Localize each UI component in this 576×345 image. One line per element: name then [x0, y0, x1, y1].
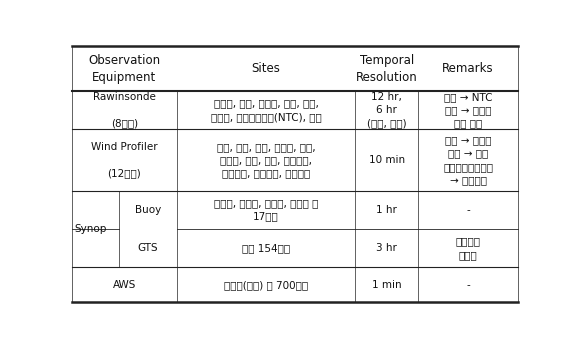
Text: Observation
Equipment: Observation Equipment [88, 53, 161, 83]
Text: Buoy: Buoy [135, 205, 161, 215]
Text: -: - [467, 205, 470, 215]
Text: GTS: GTS [138, 243, 158, 253]
Text: Remarks: Remarks [442, 62, 494, 75]
Text: 고산 → NTC
속초 → 북강릉
창원 추가: 고산 → NTC 속초 → 북강릉 창원 추가 [444, 92, 492, 128]
Text: Temporal
Resolution: Temporal Resolution [356, 53, 418, 83]
Text: 덕적도, 거문도, 거제도, 마라도 등
17개소: 덕적도, 거문도, 거제도, 마라도 등 17개소 [214, 198, 319, 221]
Text: Synop: Synop [74, 224, 107, 234]
Text: 10 min: 10 min [369, 155, 405, 165]
Text: 백령도, 오산, 북강릉, 포항, 광주,
흑산도, 국가태풍센터(NTC), 창원: 백령도, 오산, 북강릉, 포항, 광주, 흑산도, 국가태풍센터(NTC), … [211, 99, 321, 122]
Text: -: - [467, 280, 470, 290]
Text: 한반도(남한) 약 700개소: 한반도(남한) 약 700개소 [224, 280, 308, 290]
Text: Sites: Sites [252, 62, 281, 75]
Text: AWS: AWS [113, 280, 136, 290]
Text: 일본 154개소: 일본 154개소 [242, 243, 290, 253]
Text: 1 hr: 1 hr [376, 205, 397, 215]
Text: Wind Profiler

(12개소): Wind Profiler (12개소) [91, 142, 158, 178]
Text: 3 hr: 3 hr [376, 243, 397, 253]
Text: 자료수집
불균일: 자료수집 불균일 [456, 237, 481, 260]
Text: 강릉 → 북강릉
마산 → 창원
서해해양종합기지
→ 격렬비도: 강릉 → 북강릉 마산 → 창원 서해해양종합기지 → 격렬비도 [443, 135, 493, 185]
Text: Rawinsonde

(8개소): Rawinsonde (8개소) [93, 92, 156, 128]
Text: 1 min: 1 min [372, 280, 401, 290]
Text: 철원, 파주, 원주, 북강릉, 울진,
추풍령, 군산, 창원, 울산공항,
김해공항, 여수공항, 격렬비도: 철원, 파주, 원주, 북강릉, 울진, 추풍령, 군산, 창원, 울산공항, … [217, 142, 316, 178]
Text: 12 hr,
6 hr
(오산, 광주): 12 hr, 6 hr (오산, 광주) [367, 92, 407, 128]
